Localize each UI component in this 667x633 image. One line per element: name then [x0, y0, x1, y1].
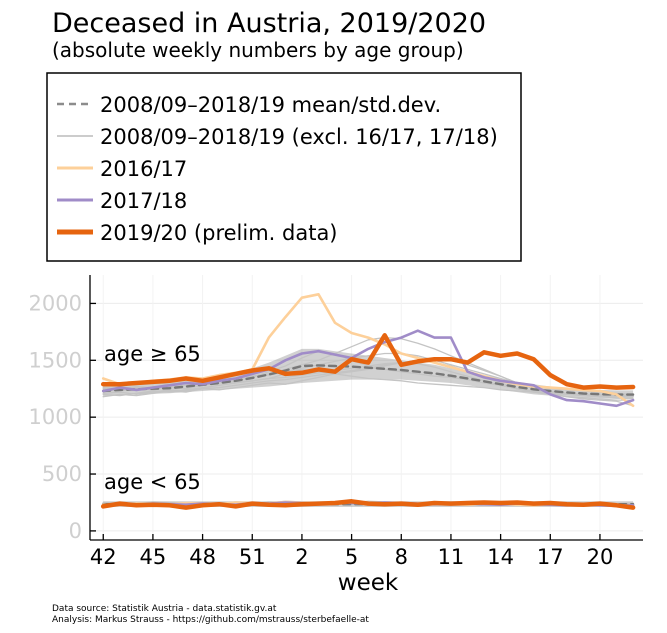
- x-tick-labels: 42 45 48 51 2 5 8 11 14 17 20: [90, 545, 613, 569]
- annotation-age-under-65: age < 65: [104, 470, 201, 494]
- y-tick-label: 2000: [29, 291, 82, 315]
- legend-label: 2008/09–2018/19 (excl. 16/17, 17/18): [100, 125, 498, 149]
- series-line-y1920-young: [100, 499, 636, 510]
- axes: [89, 275, 643, 541]
- series-line-year-old: [102, 359, 634, 401]
- annotation-age-65-plus: age ≥ 65: [104, 342, 201, 366]
- x-tick-label: 17: [537, 545, 564, 569]
- chart-subtitle: (absolute weekly numbers by age group): [52, 38, 464, 62]
- y-tick-label: 1000: [29, 405, 82, 429]
- chart-title: Deceased in Austria, 2019/2020: [52, 8, 486, 39]
- series-line-y1718-old: [101, 329, 635, 408]
- x-tick-label: 48: [189, 545, 216, 569]
- legend-label: 2016/17: [100, 157, 187, 181]
- legend-box: [46, 72, 522, 262]
- y-tick-label: 0: [69, 519, 82, 543]
- y-tick-label: 1500: [29, 348, 82, 372]
- y-tick-labels: 0 500 1000 1500 2000: [29, 291, 82, 542]
- legend-label: 2008/09–2018/19 mean/std.dev.: [100, 93, 441, 117]
- x-tick-label: 11: [438, 545, 465, 569]
- caption-source: Data source: Statistik Austria - data.st…: [52, 604, 277, 614]
- legend-label: 2017/18: [100, 189, 187, 213]
- x-axis-label: week: [338, 570, 399, 596]
- series-line-y1920-old: [100, 333, 636, 390]
- plot-area: 0 500 1000 1500 2000 42 45 48 51 2 5 8 11 14 17 20: [29, 275, 643, 569]
- legend: 2008/09–2018/19 mean/std.dev. 2008/09–201…: [46, 72, 522, 262]
- x-tick-label: 42: [90, 545, 117, 569]
- x-tick-label: 14: [487, 545, 514, 569]
- y-tick-label: 500: [42, 462, 82, 486]
- x-tick-label: 5: [345, 545, 358, 569]
- x-tick-label: 51: [239, 545, 266, 569]
- x-tick-label: 45: [140, 545, 167, 569]
- x-tick-label: 2: [295, 545, 308, 569]
- caption-analysis: Analysis: Markus Strauss - https://githu…: [52, 615, 369, 625]
- x-tick-label: 20: [587, 545, 614, 569]
- legend-items: 2008/09–2018/19 mean/std.dev. 2008/09–201…: [57, 93, 498, 245]
- x-tick-label: 8: [395, 545, 408, 569]
- series-lines: [100, 292, 636, 510]
- std-dev-band-age-65-plus: [103, 348, 634, 399]
- legend-label: 2019/20 (prelim. data): [100, 221, 338, 245]
- grid: [90, 275, 643, 540]
- series-line-year-old: [102, 368, 634, 400]
